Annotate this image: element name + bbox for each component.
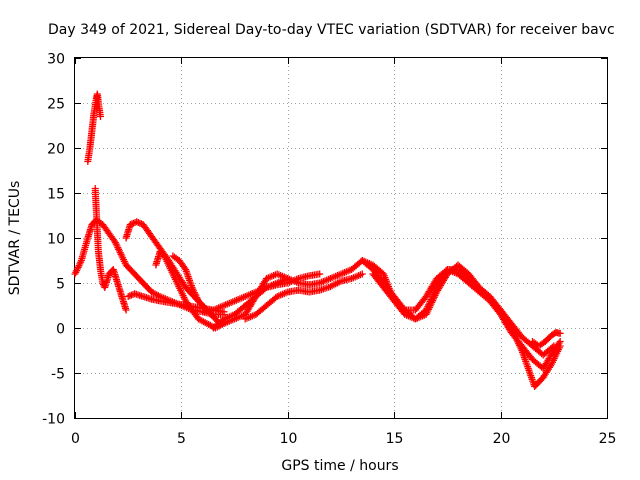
y-axis-label: SDTVAR / TECUs [7,181,23,296]
data-point-markers [199,270,324,316]
series-track-14 [369,266,564,372]
data-point-markers [241,270,366,323]
series-track-6 [169,252,202,305]
series-track-3 [91,185,130,314]
plot-frame [74,57,608,419]
x-tick-label: 5 [177,431,186,447]
series-track-10 [220,270,292,327]
series-track-11 [241,270,366,323]
series-track-9 [199,270,324,316]
y-tick-label: 25 [47,97,65,113]
y-tick-label: 10 [47,232,65,248]
data-point-markers [84,90,104,165]
series-track-2 [84,90,104,165]
y-tick-label: 30 [47,52,65,68]
series-track-15 [529,329,564,350]
x-tick-label: 15 [386,431,404,447]
data-point-markers [220,270,292,327]
data-point-markers [91,185,130,314]
grid [75,58,607,418]
data-point-markers [529,329,564,350]
x-axis: 0 5 10 15 20 25 [71,58,616,447]
x-axis-label: GPS time / hours [281,458,398,474]
data-points [71,90,564,390]
data-point-markers [169,252,202,305]
y-tick-label: 0 [56,322,65,338]
y-tick-label: -10 [42,412,65,428]
y-tick-label: 15 [47,187,65,203]
data-point-markers [369,266,564,372]
x-tick-label: 20 [493,431,511,447]
y-tick-label: 5 [56,277,65,293]
y-tick-label: -5 [51,367,65,383]
y-axis: -10 -5 0 5 10 15 20 25 30 [42,52,607,428]
chart-title: Day 349 of 2021, Sidereal Day-to-day VTE… [48,22,615,38]
x-tick-label: 10 [280,431,298,447]
y-tick-label: 20 [47,142,65,158]
x-tick-label: 25 [599,431,617,447]
x-tick-label: 0 [71,431,80,447]
